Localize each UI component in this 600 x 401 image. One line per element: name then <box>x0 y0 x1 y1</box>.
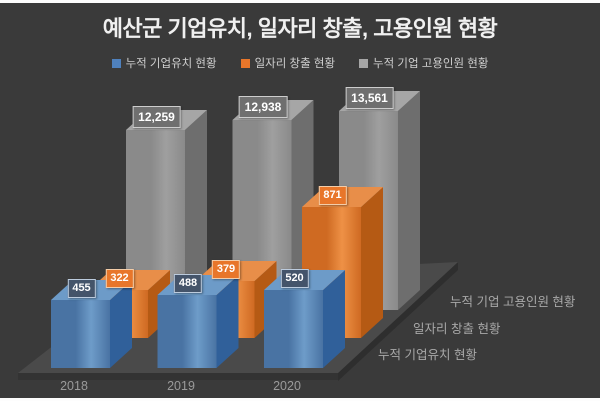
page-margin-top <box>0 0 600 3</box>
legend-swatch-icon <box>240 58 250 68</box>
legend-item-0: 누적 기업유치 현황 <box>111 55 217 71</box>
legend-label: 일자리 창출 현황 <box>254 58 336 70</box>
bar-front-face <box>157 295 217 368</box>
legend: 누적 기업유치 현황 일자리 창출 현황 누적 기업 고용인원 현황 <box>0 55 600 71</box>
bar-side-face <box>323 270 345 368</box>
bar-side-face <box>398 91 420 310</box>
bar-front-face <box>264 290 323 368</box>
legend-swatch-icon <box>111 58 121 68</box>
bar-2020-series0 <box>264 270 345 368</box>
legend-item-2: 누적 기업 고용인원 현황 <box>359 55 488 71</box>
floor-front-edge <box>18 373 338 380</box>
bars-group <box>51 91 420 368</box>
bar-side-face <box>110 280 132 368</box>
bar-side-face <box>185 110 207 310</box>
bar-front-face <box>51 300 110 368</box>
floor-right-edge <box>338 262 458 381</box>
legend-label: 누적 기업 고용인원 현황 <box>373 58 489 70</box>
bar-side-face <box>361 187 383 338</box>
bar-2019-series0 <box>157 275 239 368</box>
legend-item-1: 일자리 창출 현황 <box>240 55 336 71</box>
bar-2018-series0 <box>51 280 132 368</box>
legend-swatch-icon <box>359 58 369 68</box>
bar-side-face <box>216 275 239 368</box>
legend-label: 누적 기업유치 현황 <box>125 58 217 70</box>
page-margin-bottom <box>0 398 600 401</box>
chart-title: 예산군 기업유치, 일자리 창출, 고용인원 현황 <box>102 16 498 41</box>
